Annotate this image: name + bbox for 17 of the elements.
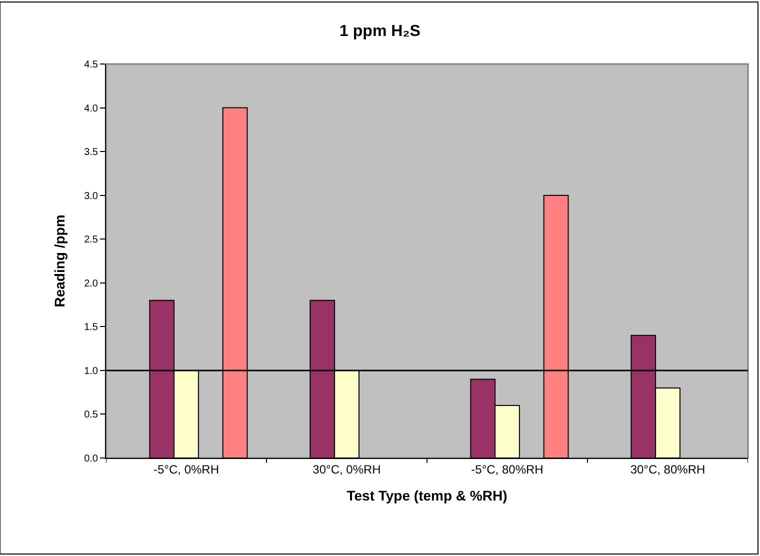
x-tick-label: 30°C, 80%RH [630, 462, 706, 476]
y-tick-label: 0.0 [84, 454, 98, 464]
x-tick-label: 30°C, 0%RH [312, 462, 381, 476]
y-tick-label: 0.5 [84, 410, 98, 421]
y-tick-label: 4.5 [84, 60, 98, 70]
x-axis-title: Test Type (temp & %RH) [346, 488, 508, 504]
y-tick-label: 2.5 [84, 234, 98, 246]
y-tick-label: 4.0 [84, 103, 98, 114]
y-tick-label: 3.5 [84, 147, 98, 158]
chart-title: 1 ppm H₂S [340, 23, 421, 40]
y-tick-label: 2.0 [84, 278, 98, 290]
x-tick-label: -5°C, 80%RH [471, 462, 544, 476]
x-tick-label: -5°C, 0%RH [154, 462, 219, 476]
y-axis-title: Reading /ppm [52, 214, 68, 308]
y-tick-label: 3.0 [84, 190, 98, 202]
y-tick-label: 1.5 [84, 322, 98, 334]
y-tick-label: 1.0 [84, 366, 98, 377]
